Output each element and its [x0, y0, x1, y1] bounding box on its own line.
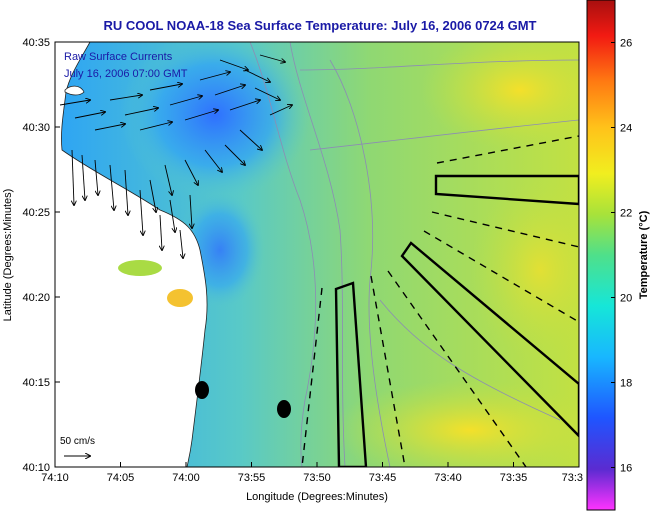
x-tick-label: 73:35: [500, 472, 528, 484]
x-tick-label: 73:3: [562, 472, 583, 484]
plot-area: [55, 42, 579, 467]
y-tick-label: 40:20: [22, 292, 50, 304]
chart-title: RU COOL NOAA-18 Sea Surface Temperature:…: [103, 18, 536, 33]
x-axis-ticks: 74:10 74:05 74:00 73:55 73:50 73:45 73:40 73:35…: [41, 462, 583, 484]
y-tick-label: 40:30: [22, 122, 50, 134]
warm-inlet: [167, 289, 193, 307]
colorbar-tick-label: 16: [620, 463, 632, 475]
current-vectors: [59, 54, 292, 258]
x-tick-label: 74:05: [107, 472, 135, 484]
sampling-box-east: [400, 241, 579, 438]
station-marker-2: [277, 400, 291, 418]
survey-tracks: [301, 135, 579, 467]
colorbar-tick-label: 18: [620, 378, 632, 390]
sampling-box-north: [434, 174, 579, 206]
y-tick-label: 40:10: [22, 462, 50, 474]
warm-patch-ne: [420, 42, 579, 150]
x-tick-label: 73:40: [434, 472, 462, 484]
x-tick-label: 73:45: [369, 472, 397, 484]
sandy-hook: [64, 85, 85, 96]
colorbar-tick-label: 22: [620, 208, 632, 220]
y-tick-label: 40:35: [22, 37, 50, 49]
y-tick-label: 40:25: [22, 207, 50, 219]
bathymetry-contours: [249, 42, 579, 467]
warm-patch-se: [330, 380, 579, 467]
legend-line-2: July 16, 2006 07:00 GMT: [64, 68, 188, 80]
land-mass: [55, 42, 208, 467]
x-tick-label: 73:50: [303, 472, 331, 484]
warm-bay: [118, 260, 162, 276]
colorbar-ticks: 26 24 22 20 18 16: [611, 38, 632, 475]
x-tick-label: 73:55: [238, 472, 266, 484]
colorbar: 26 24 22 20 18 16 Temperature (°C): [586, 0, 650, 511]
colorbar-tick-label: 24: [620, 123, 632, 135]
y-axis-ticks: 40:35 40:30 40:25 40:20 40:15 40:10: [22, 37, 60, 474]
y-axis-label: Latitude (Degrees:Minutes): [2, 189, 14, 322]
colorbar-tick-label: 20: [620, 293, 632, 305]
x-tick-label: 74:10: [41, 472, 69, 484]
scale-label: 50 cm/s: [60, 436, 95, 447]
x-axis-label: Longitude (Degrees:Minutes): [246, 491, 388, 503]
legend-line-1: Raw Surface Currents: [64, 51, 173, 63]
station-marker-1: [195, 381, 209, 399]
colorbar-gradient: [586, 0, 616, 511]
colorbar-label: Temperature (°C): [638, 210, 650, 299]
y-tick-label: 40:15: [22, 377, 50, 389]
sampling-box-central: [334, 281, 368, 467]
cold-upwelling-patch: [120, 42, 310, 200]
colorbar-tick-label: 26: [620, 38, 632, 50]
x-tick-label: 74:00: [172, 472, 200, 484]
